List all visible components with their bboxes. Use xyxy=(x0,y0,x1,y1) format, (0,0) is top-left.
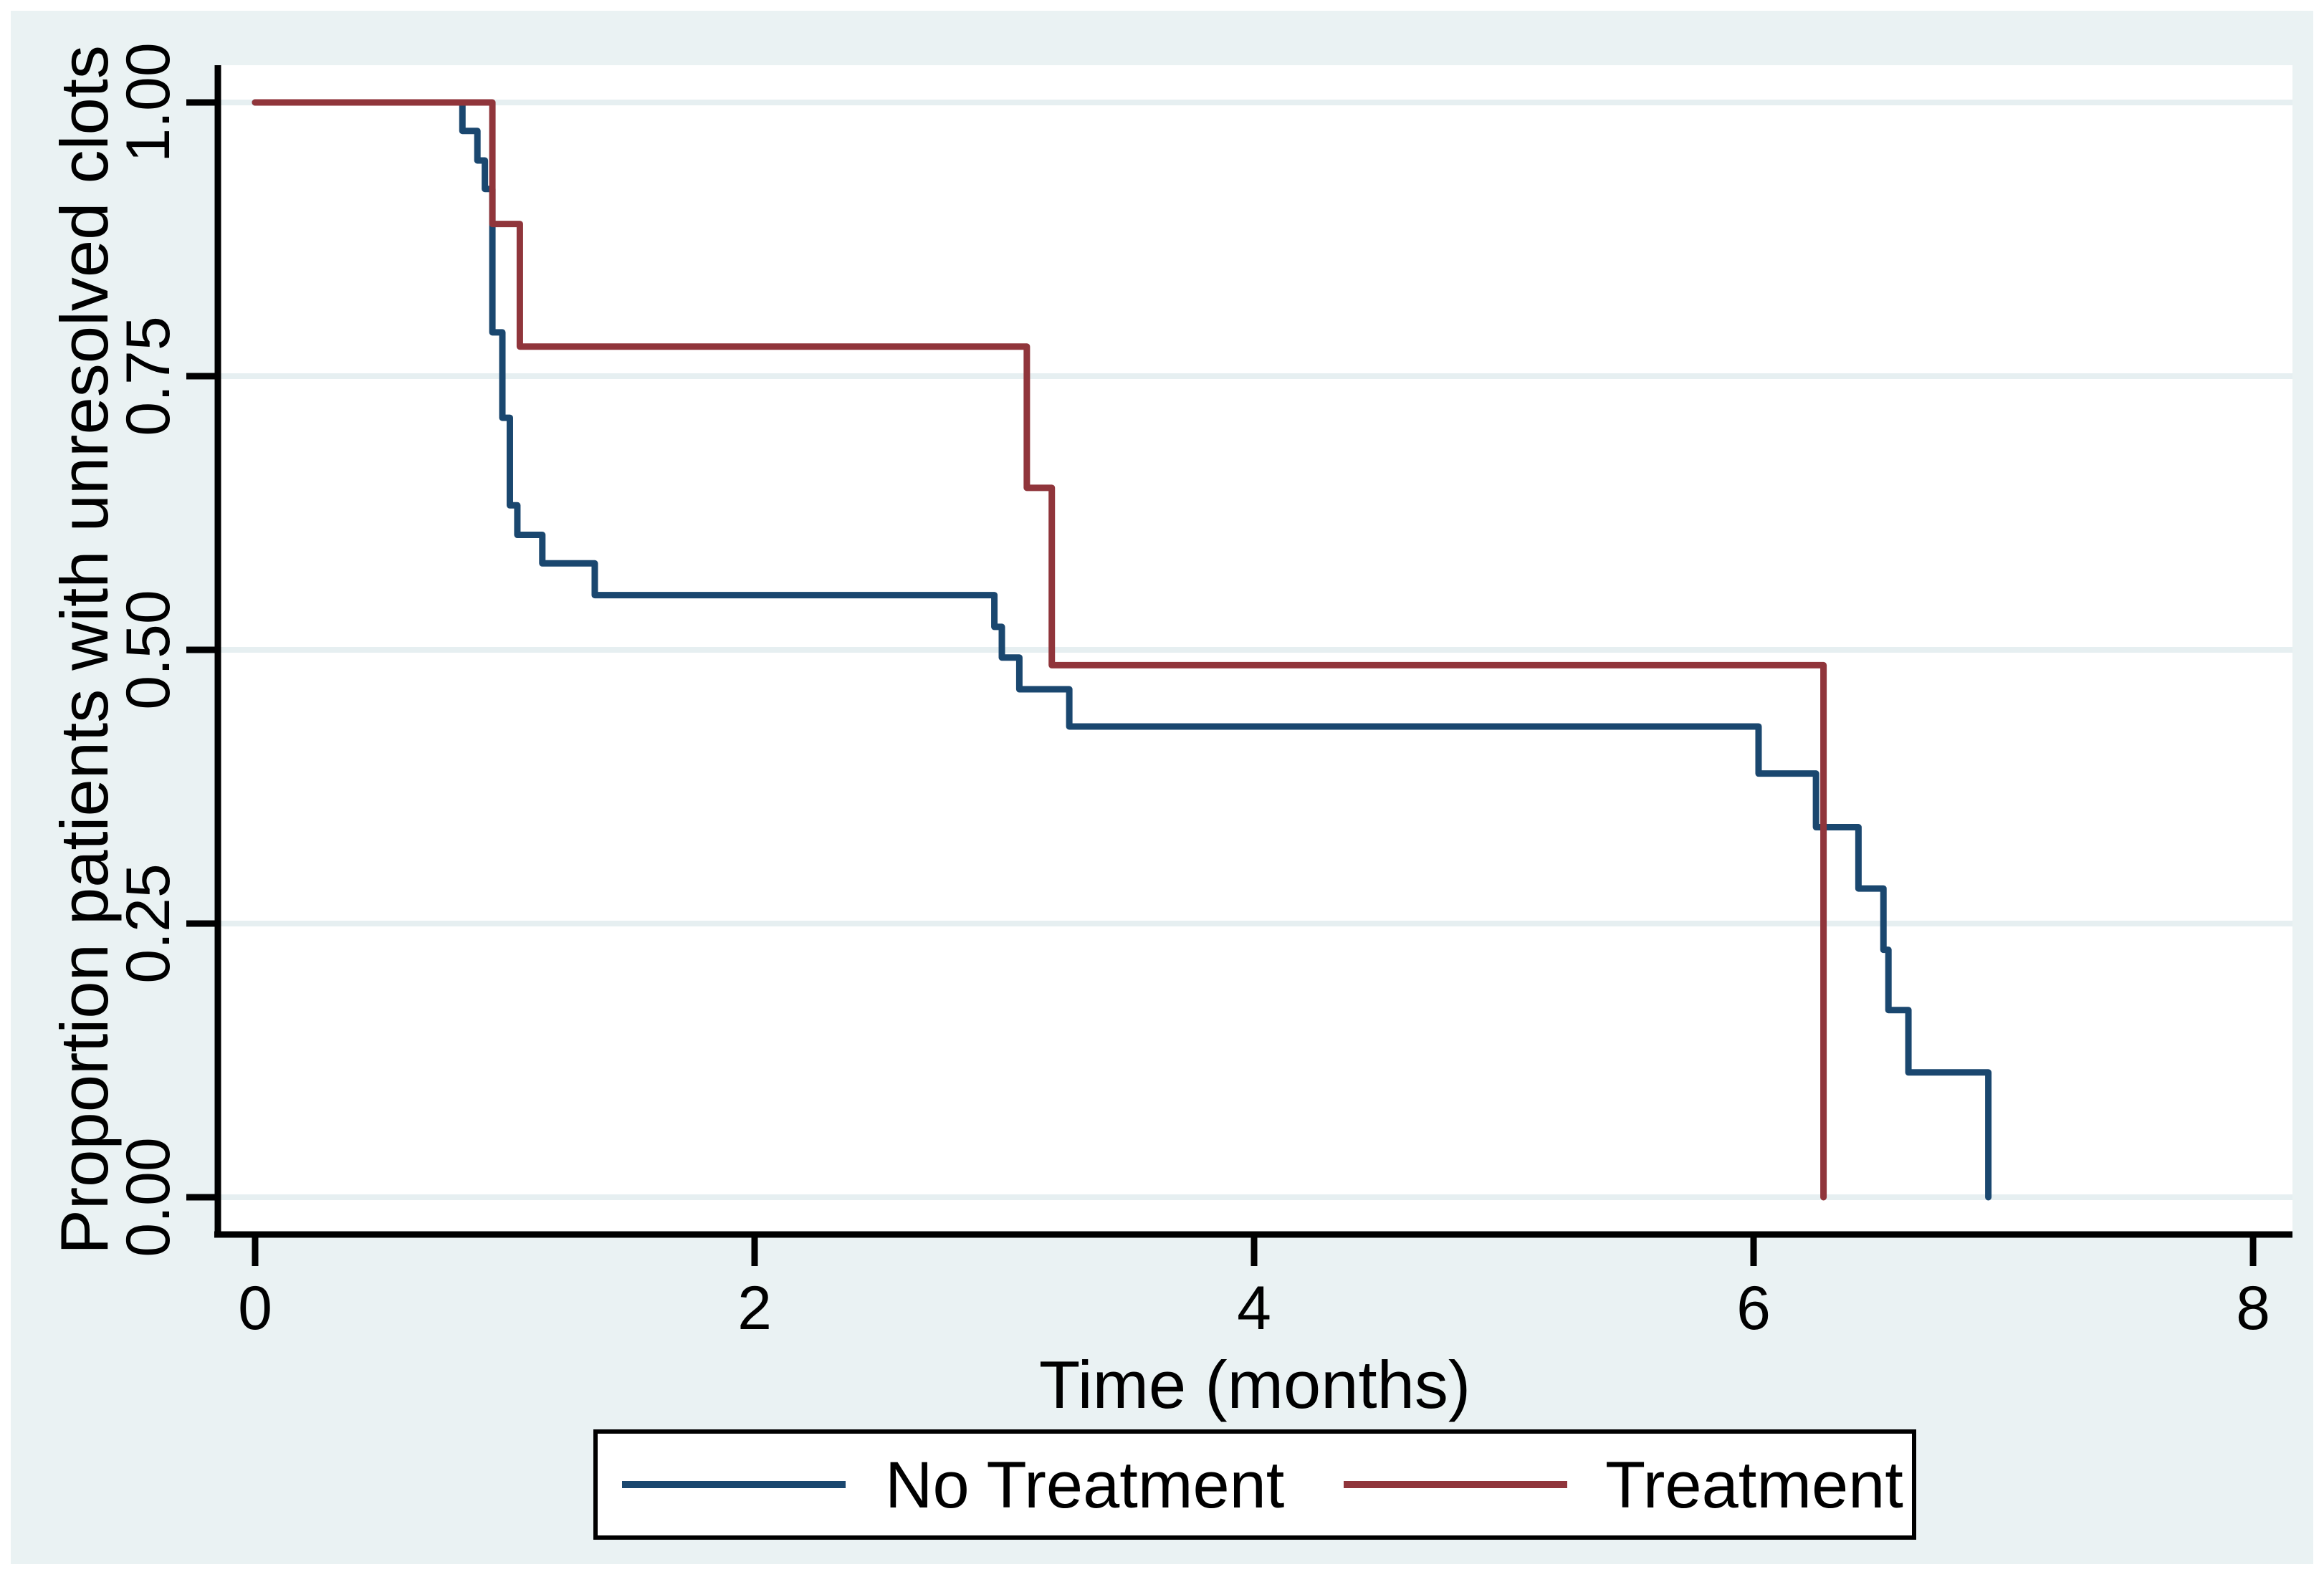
x-tick-label-0: 0 xyxy=(238,1274,272,1343)
y-tick-label-0.25: 0.25 xyxy=(114,863,183,983)
x-axis-title: Time (months) xyxy=(1039,1347,1471,1422)
y-axis-ticks: 0.00 0.25 0.50 0.75 1.00 xyxy=(114,42,218,1257)
y-tick-label-0.75: 0.75 xyxy=(114,316,183,436)
y-tick-label-0.00: 0.00 xyxy=(114,1137,183,1257)
legend-label-no-treatment: No Treatment xyxy=(885,1449,1284,1522)
x-tick-label-6: 6 xyxy=(1736,1274,1771,1343)
y-tick-label-1.00: 1.00 xyxy=(114,42,183,162)
x-axis-ticks: 0 2 4 6 8 xyxy=(238,1235,2270,1343)
x-tick-label-8: 8 xyxy=(2236,1274,2270,1343)
gridlines xyxy=(218,100,2292,1200)
x-tick-label-4: 4 xyxy=(1237,1274,1271,1343)
legend: No Treatment Treatment xyxy=(593,1429,1916,1540)
y-axis-title: Proportion patients with unresolved clot… xyxy=(47,45,122,1255)
curve-treatment xyxy=(252,99,1827,1201)
legend-label-treatment: Treatment xyxy=(1605,1449,1903,1522)
x-tick-label-2: 2 xyxy=(737,1274,772,1343)
y-tick-label-0.50: 0.50 xyxy=(114,590,183,709)
curves xyxy=(252,99,1992,1201)
